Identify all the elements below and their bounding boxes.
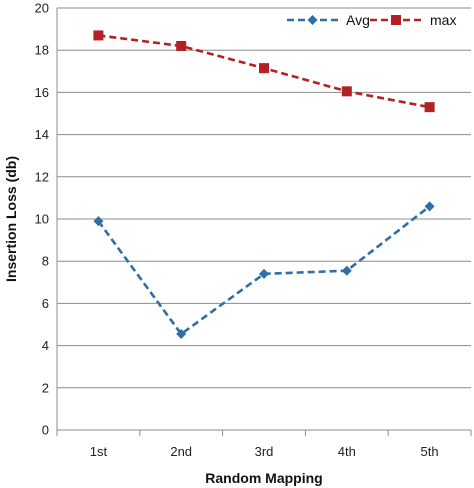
data-point-max <box>93 30 104 41</box>
x-axis-title: Random Mapping <box>205 470 322 486</box>
y-tick-label: 2 <box>42 380 49 395</box>
x-tick-label: 3rd <box>255 444 274 459</box>
data-point-avg <box>93 216 104 227</box>
y-axis-title: Insertion Loss (db) <box>3 156 19 282</box>
axes <box>56 8 472 436</box>
y-tick-label: 0 <box>42 423 49 438</box>
y-tick-label: 20 <box>35 1 49 16</box>
y-tick-label: 4 <box>42 338 49 353</box>
y-tick-label: 6 <box>42 296 49 311</box>
data-point-avg <box>176 328 187 339</box>
legend-item-avg: Avg <box>287 12 370 28</box>
gridlines <box>57 7 471 389</box>
series-max <box>93 30 435 113</box>
y-tick-label: 8 <box>42 254 49 269</box>
x-tick-label: 4th <box>338 444 356 459</box>
y-tick-label: 16 <box>35 85 49 100</box>
y-tick-label: 10 <box>35 212 49 227</box>
data-point-avg <box>341 265 352 276</box>
legend-marker-max <box>391 15 401 25</box>
y-tick-label: 18 <box>35 43 49 58</box>
y-tick-labels: 0 2 4 6 8 10 12 14 16 18 20 <box>35 1 49 438</box>
legend: Avg max <box>287 12 456 28</box>
data-point-avg <box>259 268 269 279</box>
series-group <box>93 30 435 339</box>
series-avg <box>93 201 435 339</box>
legend-label-max: max <box>430 12 456 28</box>
legend-item-max: max <box>370 12 456 28</box>
data-point-max <box>259 63 269 74</box>
x-tick-label: 1st <box>90 444 108 459</box>
y-tick-label: 14 <box>35 127 49 142</box>
x-tick-labels: 1st 2nd 3rd 4th 5th <box>90 444 439 459</box>
y-tick-label: 12 <box>35 169 49 184</box>
data-point-max <box>341 86 352 97</box>
data-point-avg <box>424 201 435 212</box>
legend-marker-avg <box>307 15 318 25</box>
x-tick-label: 5th <box>421 444 439 459</box>
data-point-max <box>424 102 435 113</box>
data-point-max <box>176 40 187 51</box>
legend-label-avg: Avg <box>346 12 370 28</box>
x-tick-label: 2nd <box>170 444 192 459</box>
